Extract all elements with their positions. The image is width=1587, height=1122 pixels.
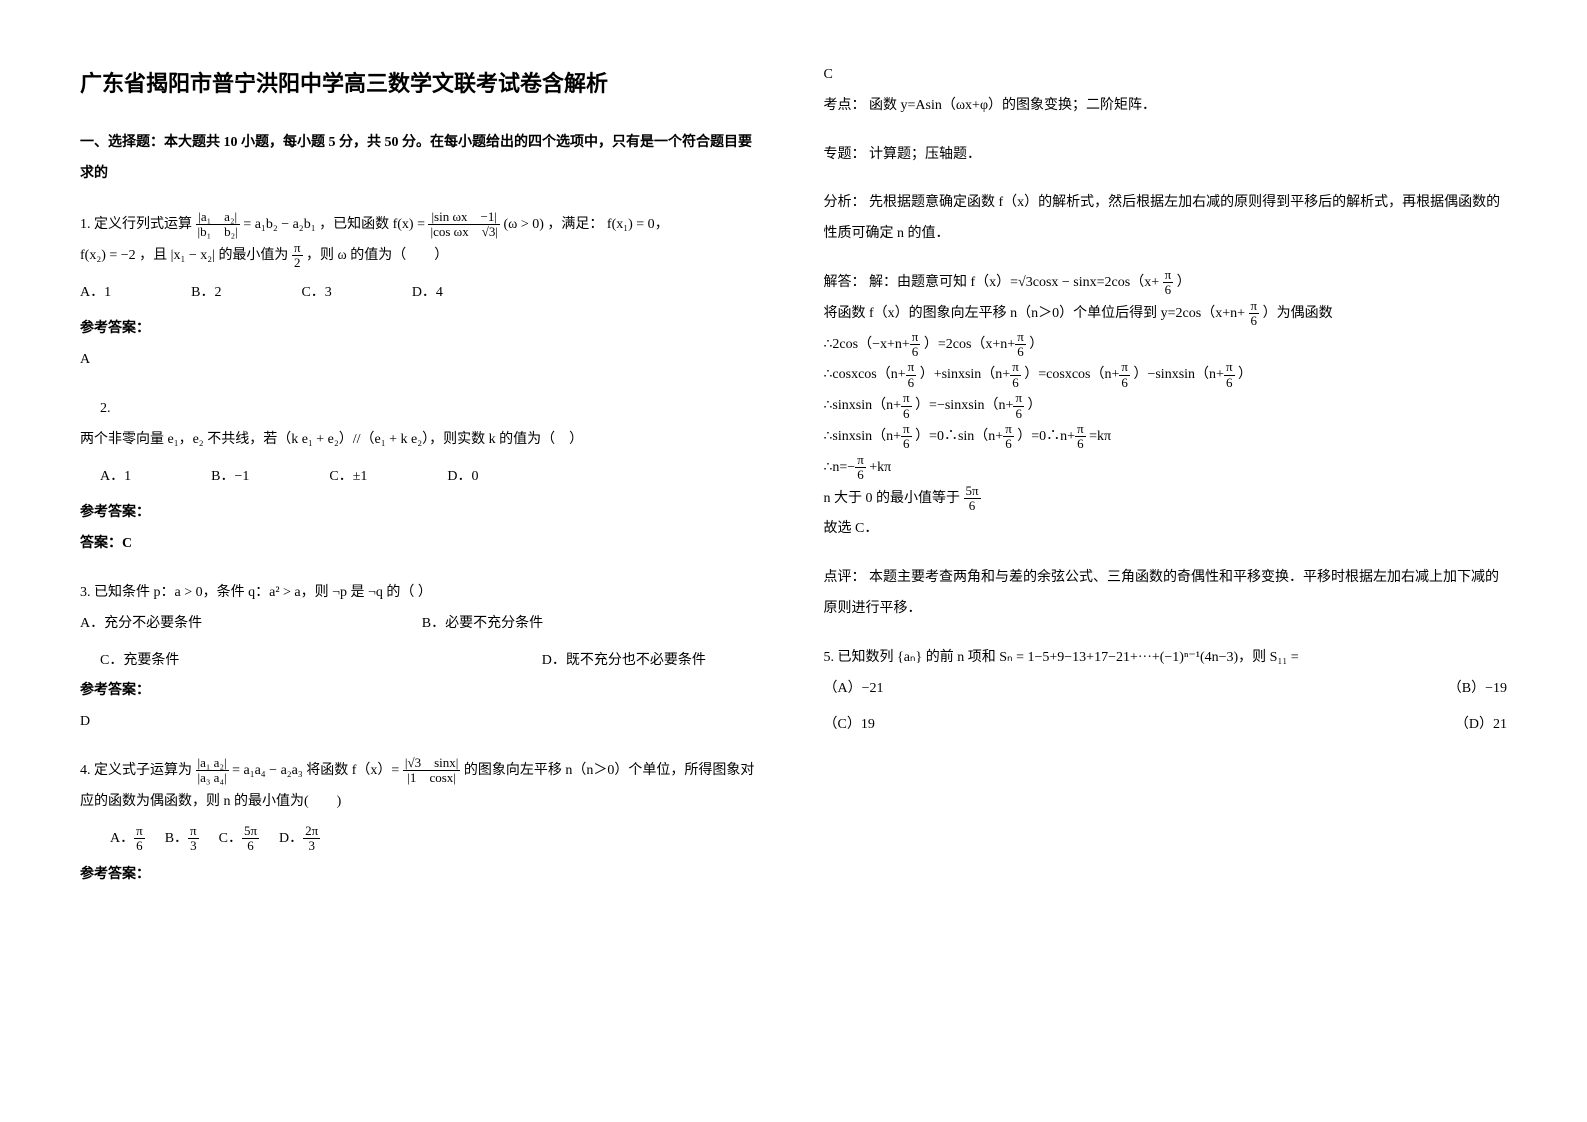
q1-stem: 1. 定义行列式运算 |a₁ a₂| |b₁ b₂| = a₁b₂ − a₂b₁… [80,210,764,241]
q3-stem: 3. 已知条件 p：a > 0，条件 q：a² > a，则 ¬p 是 ¬q 的（… [80,578,764,609]
q4-jd-line7: ∴n=−π6 +kπ [824,453,1508,484]
question-3: 3. 已知条件 p：a > 0，条件 q：a² > a，则 ¬p 是 ¬q 的（… [80,578,764,738]
q2-answer-label: 参考答案： [80,498,764,529]
q4-opt-d: D．2π3 [279,824,320,855]
q1-text-6: ，则 ω 的值为（ ） [306,248,448,263]
q1-pi2: π 2 [292,241,303,271]
q4-jd-label: 解答： [824,275,866,290]
q1-opt-d: D．4 [412,278,443,309]
q4-eq1: = a₁a₄ − a₂a₃ 将函数 f（x）= [232,763,399,778]
q1-answer-label: 参考答案： [80,314,764,345]
q1-det1: |a₁ a₂| |b₁ b₂| [196,210,240,240]
q1-text-4: ，且 [139,248,167,263]
q5-stem: 5. 已知数列 {aₙ} 的前 n 项和 Sₙ = 1−5+9−13+17−21… [824,643,1508,674]
question-5: 5. 已知数列 {aₙ} 的前 n 项和 Sₙ = 1−5+9−13+17−21… [824,643,1508,741]
q1-opt-b: B．2 [191,278,221,309]
q4-dp-label: 点评： [824,570,866,585]
q2-answer: 答案：C [80,529,764,560]
q2-opt-b: B．−1 [211,462,249,493]
q4-jd-line6: ∴sinxsin（n+π6 ）=0∴sin（n+π6 ）=0∴n+π6 =kπ [824,422,1508,453]
q4-fx-text: 先根据题意确定函数 f（x）的解析式，然后根据左加右减的原则得到平移后的解析式，… [824,195,1501,241]
q4-fenxi: 分析： 先根据题意确定函数 f（x）的解析式，然后根据左加右减的原则得到平移后的… [824,188,1508,250]
q4-kaodian: 考点： 函数 y=Asin（ωx+φ）的图象变换；二阶矩阵． [824,91,1508,122]
q1-det2: |sin ωx −1| |cos ωx √3| [428,210,500,240]
q1-eq1: = a₁b₂ − a₂b₁ [243,217,315,232]
q4-det1: |a₁ a₂| |a₃ a₄| [196,756,229,786]
q4-jd-line9: 故选 C． [824,514,1508,545]
question-1: 1. 定义行列式运算 |a₁ a₂| |b₁ b₂| = a₁b₂ − a₂b₁… [80,210,764,376]
q1-text-3: ，满足： [547,217,603,232]
q1-text-2: ，已知函数 [319,217,389,232]
q1-abs: |x₁ − x₂| [171,248,215,263]
q4-zt-text: 计算题；压轴题． [869,147,981,162]
q4-det2: |√3 sinx| |1 cosx| [403,756,461,786]
q1-stem-line2: f(x₂) = −2 ，且 |x₁ − x₂| 的最小值为 π 2 ，则 ω 的… [80,241,764,272]
q4-jd-line2: 将函数 f（x）的图象向左平移 n（n＞0）个单位后得到 y=2cos（x+n+… [824,299,1508,330]
q3-answer: D [80,707,764,738]
q4-zt-label: 专题： [824,147,866,162]
q2-opt-c: C．±1 [329,462,367,493]
q1-cond2: f(x₁) = 0 [607,217,655,232]
q2-stem: 两个非零向量 e₁，e₂ 不共线，若（k e₁ + e₂）//（e₁ + k e… [80,425,764,456]
q4-fx-label: 分析： [824,195,866,210]
q4-opt-c: C．5π6 [219,824,259,855]
q1-text-1: 1. 定义行列式运算 [80,217,192,232]
q4-options: A．π6 B．π3 C．5π6 D．2π3 [80,824,764,855]
q5-options: （A）−21 （B）−19 （C）19 （D）21 [824,674,1508,742]
q2-opt-a: A．1 [100,462,131,493]
q1-opt-a: A．1 [80,278,111,309]
q3-opt-d: D．既不充分也不必要条件 [422,646,764,677]
q1-answer: A [80,345,764,376]
q4-dianping: 点评： 本题主要考查两角和与差的余弦公式、三角函数的奇偶性和平移变换．平移时根据… [824,563,1508,625]
q3-opt-a: A．充分不必要条件 [80,609,422,640]
q4-answer-label: 参考答案： [80,860,764,891]
q4-stem-line1: 4. 定义式子运算为 |a₁ a₂| |a₃ a₄| = a₁a₄ − a₂a₃… [80,756,764,818]
q2-num: 2. [80,394,764,425]
q4-zhuanti: 专题： 计算题；压轴题． [824,140,1508,171]
question-2: 2. 两个非零向量 e₁，e₂ 不共线，若（k e₁ + e₂）//（e₁ + … [80,394,764,560]
right-column: C 考点： 函数 y=Asin（ωx+φ）的图象变换；二阶矩阵． 专题： 计算题… [824,60,1508,909]
q1-opt-c: C．3 [301,278,331,309]
q5-opt-c: （C）19 [824,710,1166,741]
q4-answer: C [824,60,1508,91]
q4-opt-a: A．π6 [110,824,145,855]
q3-options: A．充分不必要条件 B．必要不充分条件 C．充要条件 D．既不充分也不必要条件 [80,609,764,677]
q2-opt-d: D．0 [447,462,478,493]
q4-jd-line8: n 大于 0 的最小值等于 5π6 [824,484,1508,515]
q3-opt-c: C．充要条件 [80,646,422,677]
q4-kp-label: 考点： [824,98,866,113]
q5-opt-a: （A）−21 [824,674,1166,705]
page-title: 广东省揭阳市普宁洪阳中学高三数学文联考试卷含解析 [80,60,764,108]
q3-opt-b: B．必要不充分条件 [422,609,764,640]
q1-text-5: 的最小值为 [218,248,288,263]
q4-opt-b: B．π3 [165,824,199,855]
q5-opt-d: （D）21 [1165,710,1507,741]
q4-jd-line5: ∴sinxsin（n+π6 ）=−sinxsin（n+π6 ） [824,391,1508,422]
q4-kp-text: 函数 y=Asin（ωx+φ）的图象变换；二阶矩阵． [869,98,1156,113]
section-intro: 一、选择题：本大题共 10 小题，每小题 5 分，共 50 分。在每小题给出的四… [80,128,764,190]
q1-fx-label: f(x) = [393,217,425,232]
q3-answer-label: 参考答案： [80,676,764,707]
q1-options: A．1 B．2 C．3 D．4 [80,278,764,309]
q4-jd-line4: ∴cosxcos（n+π6 ）+sinxsin（n+π6 ）=cosxcos（n… [824,360,1508,391]
q4-jd-line1: 解答： 解：由题意可知 f（x）=√3cosx − sinx=2cos（x+ π… [824,268,1508,299]
q4-dp-text: 本题主要考查两角和与差的余弦公式、三角函数的奇偶性和平移变换．平移时根据左加右减… [824,570,1500,616]
left-column: 广东省揭阳市普宁洪阳中学高三数学文联考试卷含解析 一、选择题：本大题共 10 小… [80,60,764,909]
q4-jd-line3: ∴2cos（−x+n+π6 ）=2cos（x+n+π6 ） [824,330,1508,361]
q4-text-1: 4. 定义式子运算为 [80,763,192,778]
q2-options: A．1 B．−1 C．±1 D．0 [80,462,764,493]
question-4: 4. 定义式子运算为 |a₁ a₂| |a₃ a₄| = a₁a₄ − a₂a₃… [80,756,764,891]
q1-cond3: f(x₂) = −2 [80,248,136,263]
q5-opt-b: （B）−19 [1165,674,1507,705]
q4-jieda: 解答： 解：由题意可知 f（x）=√3cosx − sinx=2cos（x+ π… [824,268,1508,545]
q1-cond1: (ω > 0) [503,217,543,232]
